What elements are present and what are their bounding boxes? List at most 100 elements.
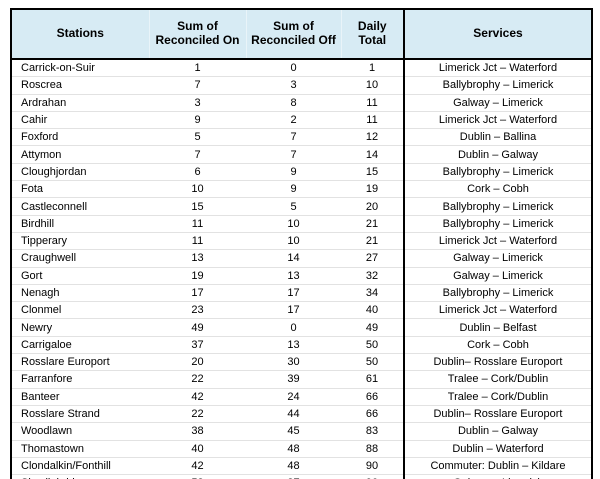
reconciled-off-cell: 48 [246,456,341,475]
header-row: Stations Sum of Reconciled On Sum of Rec… [11,9,592,60]
station-cell: Rosslare Europort [11,353,149,371]
daily-total-cell: 21 [341,214,404,233]
daily-total-cell: 14 [341,145,404,164]
table-row: Castleconnell 15 5 20 Ballybrophy – Lime… [11,197,592,216]
reconciled-on-cell: 6 [149,162,246,181]
table-row: Carrigaloe 37 13 50 Cork – Cobh [11,335,592,354]
daily-total-cell: 90 [341,456,404,475]
table-row: Thomastown 40 48 88 Dublin – Waterford [11,439,592,458]
daily-total-cell: 1 [368,62,376,75]
station-cell: Clonmel [11,301,149,319]
daily-total-cell: 66 [341,387,404,406]
reconciled-on-cell: 3 [149,93,246,112]
reconciled-off-cell: 39 [246,370,341,389]
reconciled-off-cell: 44 [246,404,341,423]
service-cell: Dublin– Rosslare Europort [403,353,592,371]
reconciled-off-cell: 2 [246,110,341,129]
daily-total-cell: 49 [341,318,404,337]
station-cell: Tipperary [11,231,149,250]
service-cell: Tralee – Cork/Dublin [403,387,592,406]
col-header-reconciled-off: Sum of Reconciled Off [245,9,341,60]
reconciled-off-cell: 0 [246,318,341,337]
service-cell: Ballybrophy – Limerick [403,283,592,302]
table-row: Newry 49 0 49 Dublin – Belfast [11,318,592,337]
service-cell: Commuter: Dublin – Kildare [403,456,592,475]
station-cell: Foxford [11,128,149,146]
station-cell: Carrigaloe [11,335,149,354]
station-cell: Birdhill [11,214,149,233]
reconciliation-table: Stations Sum of Reconciled On Sum of Rec… [10,8,593,479]
table-row: Nenagh 17 17 34 Ballybrophy – Limerick [11,283,592,302]
service-cell: Ballybrophy – Limerick [403,214,592,233]
station-cell: Craughwell [11,249,149,268]
reconciled-off-cell: 13 [246,335,341,354]
table-row: Farranfore 22 39 61 Tralee – Cork/Dublin [11,370,592,389]
service-cell: Dublin – Waterford [403,439,592,458]
reconciled-off-cell: 45 [246,422,341,441]
table-row: Rosslare Europort 20 30 50 Dublin– Rossl… [11,353,592,371]
reconciled-on-cell: 40 [149,439,246,458]
service-cell: Limerick Jct – Waterford [403,59,592,77]
reconciled-on-cell: 5 [149,128,246,146]
reconciled-on-cell: 22 [149,370,246,389]
table-row: Birdhill 11 10 21 Ballybrophy – Limerick [11,214,592,233]
reconciled-off-cell: 14 [246,249,341,268]
service-cell: Galway – Limerick [403,266,592,285]
reconciled-on-cell: 15 [149,197,246,216]
col-header-reconciled-on: Sum of Reconciled On [148,9,246,60]
daily-total-cell: 90 [341,474,404,479]
reconciled-on-cell: 7 [149,76,246,95]
daily-total-cell: 11 [341,110,404,129]
daily-total-cell: 83 [341,422,404,441]
reconciled-off-cell: 48 [246,439,341,458]
reconciled-on-cell: 22 [149,404,246,423]
station-cell: Attymon [11,145,149,164]
reconciled-off-cell: 17 [246,301,341,319]
station-cell: Newry [11,318,149,337]
reconciled-off-cell: 17 [246,283,341,302]
service-cell: Dublin– Rosslare Europort [403,404,592,423]
table-row: Attymon 7 7 14 Dublin – Galway [11,145,592,164]
station-cell: Castleconnell [11,197,149,216]
reconciled-off-cell: 10 [246,231,341,250]
station-cell: Banteer [11,387,149,406]
table-row: Ardrahan 3 8 11 Galway – Limerick [11,93,592,112]
reconciled-on-cell: 42 [149,387,246,406]
service-cell: Cork – Cobh [403,180,592,198]
table-row: Cahir 9 2 11 Limerick Jct – Waterford [11,110,592,129]
table-row: Rosslare Strand 22 44 66 Dublin– Rosslar… [11,404,592,423]
table-row: Clondalkin/Fonthill 42 48 90 Commuter: D… [11,456,592,475]
station-cell: Sixmilebridge [11,474,149,479]
table-row: Clonmel 23 17 40 Limerick Jct – Waterfor… [11,301,592,319]
reconciled-on-cell: 38 [149,422,246,441]
reconciled-off-cell: 13 [246,266,341,285]
service-cell: Dublin – Ballina [403,128,592,146]
reconciled-off-cell: 3 [246,76,341,95]
reconciled-off-cell: 7 [246,145,341,164]
daily-total-cell: 66 [341,404,404,423]
daily-total-cell: 19 [341,180,404,198]
service-cell: Ballybrophy – Limerick [403,76,592,95]
table-row: Banteer 42 24 66 Tralee – Cork/Dublin [11,387,592,406]
service-cell: Dublin – Belfast [403,318,592,337]
station-cell: Rosslare Strand [11,404,149,423]
daily-total-cell: 11 [341,93,404,112]
reconciled-off-cell: 24 [246,387,341,406]
service-cell: Galway – Limerick [403,93,592,112]
reconciled-on-cell: 37 [149,335,246,354]
reconciled-off-cell: 7 [246,128,341,146]
station-cell: Cahir [11,110,149,129]
service-cell: Ballybrophy – Limerick [403,162,592,181]
reconciled-on-cell: 1 [194,62,201,75]
reconciled-on-cell: 11 [149,231,246,250]
col-header-services: Services [403,9,592,60]
service-cell: Galway – Limerick [403,249,592,268]
service-cell: Limerick Jct – Waterford [403,301,592,319]
station-cell: Clondalkin/Fonthill [11,456,149,475]
table-row: Fota 10 9 19 Cork – Cobh [11,180,592,198]
table-row: Gort 19 13 32 Galway – Limerick [11,266,592,285]
service-cell: Dublin – Galway [403,145,592,164]
reconciled-off-cell: 10 [246,214,341,233]
daily-total-cell: 32 [341,266,404,285]
station-cell: Thomastown [11,439,149,458]
